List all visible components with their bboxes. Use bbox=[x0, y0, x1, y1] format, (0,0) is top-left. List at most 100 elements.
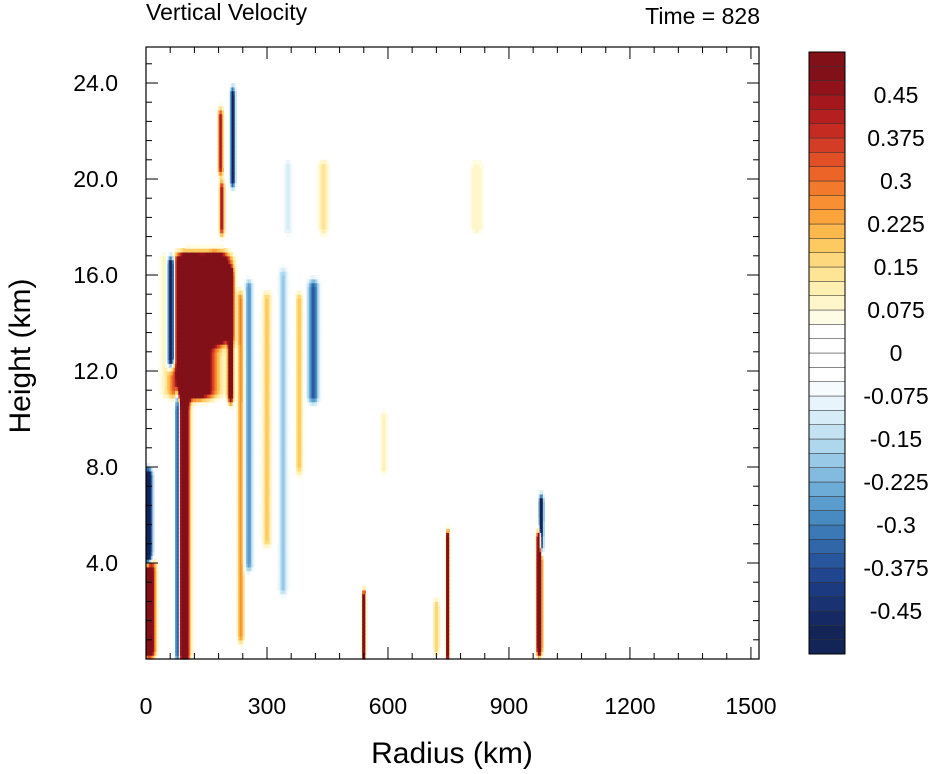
heatmap-cell bbox=[176, 536, 179, 541]
heatmap-cell bbox=[279, 298, 283, 303]
heatmap-cell bbox=[191, 497, 194, 503]
heatmap-cell bbox=[189, 401, 192, 407]
heatmap-cell bbox=[221, 132, 225, 138]
heatmap-cell bbox=[247, 536, 250, 541]
heatmap-cell bbox=[283, 340, 286, 345]
heatmap-cell bbox=[250, 520, 254, 526]
heatmap-cell bbox=[241, 513, 244, 518]
heatmap-cell bbox=[249, 470, 252, 476]
heatmap-cell bbox=[226, 374, 229, 380]
heatmap-cell bbox=[216, 328, 220, 334]
heatmap-cell bbox=[187, 635, 191, 641]
heatmap-cell bbox=[160, 371, 163, 376]
heatmap-cell bbox=[242, 409, 245, 414]
heatmap-cell bbox=[223, 209, 226, 215]
heatmap-cell bbox=[216, 282, 220, 288]
heatmap-cell bbox=[147, 578, 150, 583]
heatmap-cell bbox=[281, 382, 284, 387]
heatmap-cell bbox=[249, 536, 252, 541]
heatmap-cell bbox=[223, 336, 226, 341]
heatmap-cell bbox=[191, 340, 194, 345]
heatmap-cell bbox=[249, 282, 252, 288]
heatmap-cell bbox=[262, 501, 265, 506]
heatmap-cell bbox=[179, 390, 183, 395]
heatmap-cell bbox=[228, 175, 231, 180]
heatmap-cell bbox=[241, 505, 244, 510]
heatmap-cell bbox=[234, 374, 237, 380]
heatmap-cell bbox=[181, 643, 184, 649]
heatmap-cell bbox=[152, 586, 155, 591]
heatmap-cell bbox=[239, 313, 242, 318]
heatmap-cell bbox=[149, 635, 152, 641]
heatmap-cell bbox=[216, 152, 220, 157]
heatmap-cell bbox=[178, 397, 181, 403]
heatmap-cell bbox=[160, 275, 163, 280]
heatmap-cell bbox=[207, 351, 210, 357]
heatmap-cell bbox=[175, 470, 178, 476]
heatmap-cell bbox=[228, 117, 231, 122]
heatmap-cell bbox=[228, 179, 231, 184]
heatmap-cell bbox=[175, 313, 178, 318]
heatmap-cell bbox=[189, 539, 192, 545]
heatmap-cell bbox=[221, 286, 225, 291]
heatmap-cell bbox=[268, 317, 271, 322]
heatmap-cell bbox=[175, 601, 178, 606]
heatmap-cell bbox=[187, 632, 191, 637]
heatmap-cell bbox=[187, 532, 191, 537]
heatmap-cell bbox=[179, 639, 183, 645]
heatmap-cell bbox=[152, 539, 155, 545]
heatmap-cell bbox=[181, 259, 184, 265]
heatmap-cell bbox=[197, 347, 200, 353]
heatmap-cell bbox=[270, 432, 273, 437]
heatmap-cell bbox=[281, 563, 284, 568]
heatmap-cell bbox=[171, 290, 175, 295]
heatmap-cell bbox=[231, 394, 234, 399]
heatmap-cell bbox=[162, 263, 165, 268]
heatmap-cell bbox=[241, 363, 244, 368]
heatmap-cell bbox=[260, 516, 263, 522]
heatmap-cell bbox=[196, 328, 199, 334]
heatmap-cell bbox=[265, 305, 268, 311]
heatmap-cell bbox=[252, 386, 255, 391]
heatmap-cell bbox=[249, 428, 252, 434]
heatmap-cell bbox=[268, 301, 271, 307]
heatmap-cell bbox=[279, 440, 283, 445]
heatmap-cell bbox=[155, 624, 158, 629]
heatmap-cell bbox=[215, 248, 218, 253]
heatmap-cell bbox=[223, 132, 226, 138]
heatmap-cell bbox=[223, 390, 226, 395]
heatmap-cell bbox=[237, 486, 241, 491]
heatmap-cell bbox=[200, 271, 204, 276]
heatmap-cell bbox=[191, 374, 194, 380]
heatmap-cell bbox=[268, 390, 271, 395]
heatmap-cell bbox=[237, 455, 241, 460]
heatmap-cell bbox=[278, 447, 281, 453]
heatmap-cell bbox=[220, 190, 223, 195]
heatmap-cell bbox=[265, 455, 268, 460]
heatmap-cell bbox=[184, 543, 187, 549]
heatmap-cell bbox=[196, 278, 199, 284]
heatmap-cell bbox=[229, 321, 233, 326]
heatmap-cell bbox=[246, 520, 249, 526]
heatmap-cell bbox=[244, 397, 247, 403]
heatmap-cell bbox=[278, 394, 281, 399]
heatmap-cell bbox=[221, 190, 225, 195]
heatmap-cell bbox=[181, 509, 184, 514]
heatmap-cell bbox=[237, 497, 241, 503]
heatmap-cell bbox=[221, 186, 225, 192]
heatmap-cell bbox=[216, 336, 220, 341]
heatmap-cell bbox=[237, 605, 241, 610]
heatmap-cell bbox=[155, 628, 158, 633]
heatmap-cell bbox=[171, 309, 175, 314]
heatmap-cell bbox=[283, 509, 286, 514]
heatmap-cell bbox=[234, 371, 237, 376]
heatmap-cell bbox=[262, 524, 265, 530]
heatmap-cell bbox=[179, 501, 183, 506]
heatmap-cell bbox=[204, 271, 207, 276]
heatmap-cell bbox=[220, 332, 223, 338]
heatmap-cell bbox=[247, 447, 250, 453]
heatmap-cell bbox=[262, 382, 265, 387]
heatmap-cell bbox=[184, 355, 187, 361]
heatmap-cell bbox=[149, 620, 152, 626]
heatmap-cell bbox=[239, 589, 242, 595]
